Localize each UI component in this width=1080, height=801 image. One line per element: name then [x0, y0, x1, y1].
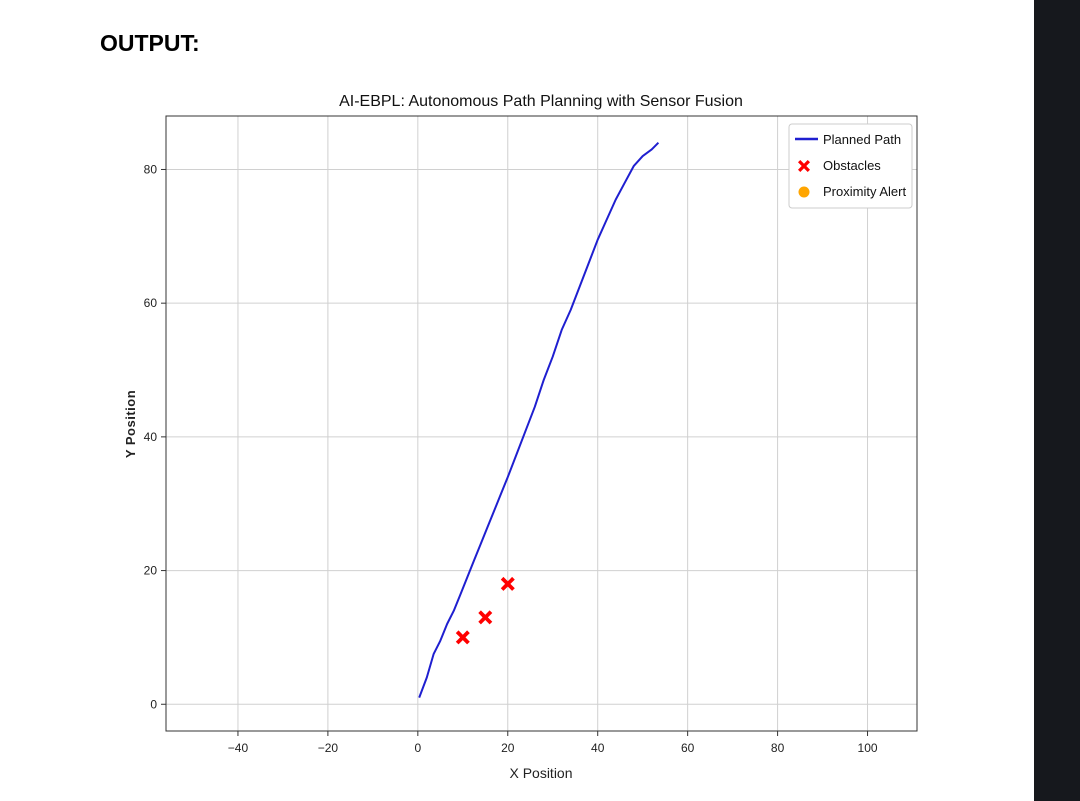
- grid-layer: [166, 116, 917, 731]
- x-axis-label: X Position: [509, 765, 572, 781]
- chart-legend: Planned Path Obstacles Proximity Alert: [788, 123, 913, 209]
- obstacle-marker: [500, 576, 515, 591]
- obstacle-marker: [478, 610, 493, 625]
- y-tick-label: 60: [144, 296, 158, 310]
- planned-path-line: [418, 141, 660, 698]
- y-tick-label: 0: [150, 697, 157, 711]
- dark-side-panel: [1034, 0, 1080, 801]
- x-tick-label: 60: [681, 741, 695, 755]
- legend-label-obstacles: Obstacles: [823, 158, 881, 173]
- tick-layer: −40 −20 0 20 40 60 80 100 0 20 40 60 80: [144, 162, 878, 755]
- legend-x-marker-symbol: [798, 160, 810, 172]
- x-tick-label: 20: [501, 741, 515, 755]
- y-tick-label: 80: [144, 162, 158, 176]
- output-heading: OUTPUT:: [100, 30, 200, 56]
- legend-label-proximity-alert: Proximity Alert: [823, 184, 906, 199]
- x-tick-label: 0: [414, 741, 421, 755]
- plot-area-frame: [165, 115, 918, 732]
- data-layer: [418, 141, 660, 698]
- legend-label-planned-path: Planned Path: [823, 132, 901, 147]
- x-tick-label: −40: [228, 741, 249, 755]
- y-tick-label: 20: [144, 564, 158, 578]
- x-tick-label: 80: [771, 741, 785, 755]
- y-tick-label: 40: [144, 430, 158, 444]
- y-axis-label: Y Position: [123, 390, 138, 458]
- path-planning-chart: AI-EBPL: Autonomous Path Planning with S…: [123, 93, 918, 781]
- legend-box: [788, 123, 913, 209]
- x-tick-label: 40: [591, 741, 605, 755]
- chart-title: AI-EBPL: Autonomous Path Planning with S…: [339, 93, 743, 110]
- legend-circle-marker-symbol: [798, 186, 810, 198]
- obstacle-marker: [455, 630, 470, 645]
- x-tick-label: 100: [858, 741, 878, 755]
- x-tick-label: −20: [318, 741, 339, 755]
